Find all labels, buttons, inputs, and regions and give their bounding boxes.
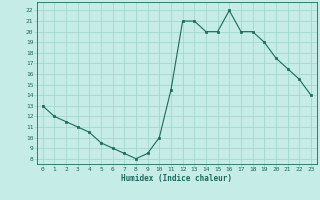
- X-axis label: Humidex (Indice chaleur): Humidex (Indice chaleur): [121, 174, 232, 183]
